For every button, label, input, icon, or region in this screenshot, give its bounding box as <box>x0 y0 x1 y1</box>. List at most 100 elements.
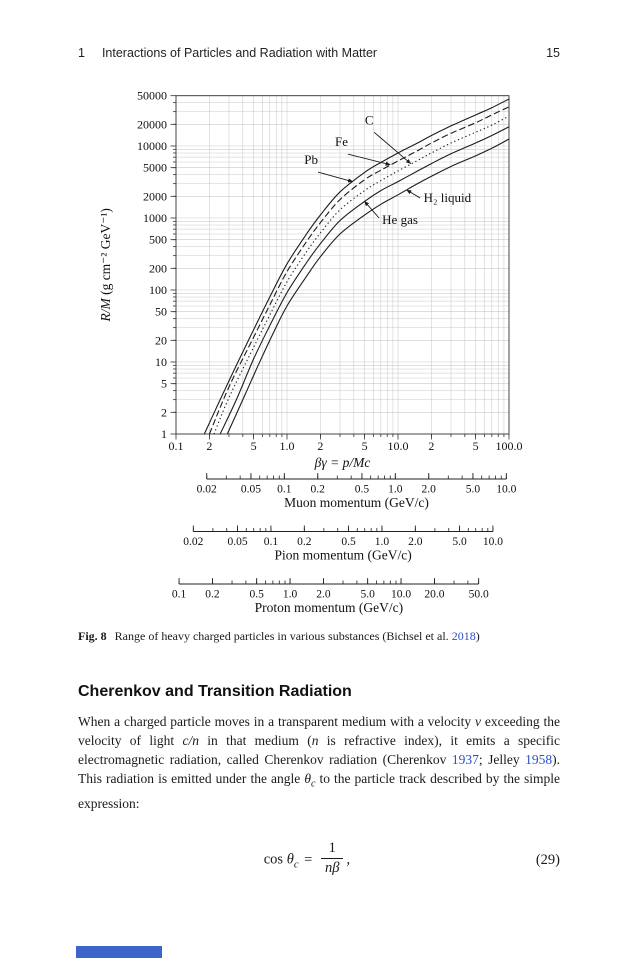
y-tick-label: 50000 <box>137 89 167 103</box>
svg-text:0.2: 0.2 <box>311 484 326 496</box>
y-tick-label: 100 <box>149 283 167 297</box>
svg-text:0.05: 0.05 <box>241 484 261 496</box>
par-text: to the particle track described by the s… <box>78 771 560 811</box>
svg-text:5.0: 5.0 <box>466 484 481 496</box>
y-tick-label: 500 <box>149 233 167 247</box>
var-c-over-n: c/n <box>182 733 199 748</box>
curve-arrow <box>373 131 412 164</box>
curve-label-H₂ liquid: H₂ liquid <box>424 190 472 205</box>
curve-H₂ liquid <box>226 138 510 435</box>
chapter-number: 1 <box>78 46 85 60</box>
body-paragraph: When a charged particle moves in a trans… <box>78 712 560 813</box>
x-tick-label: 5 <box>251 439 257 453</box>
figure-caption: Fig. 8 Range of heavy charged particles i… <box>78 628 560 644</box>
var-theta-sub: c <box>310 778 316 790</box>
eq-numerator: 1 <box>320 840 344 859</box>
momentum-scale-2: 0.02 0.05 0.1 0.2 0.5 1.0 2.0 5.0 10.0 Pion momen… <box>183 525 503 563</box>
curve-C <box>213 115 510 435</box>
svg-text:1.0: 1.0 <box>375 536 390 548</box>
y-tick-label: 2 <box>161 405 167 419</box>
par-text: ). This radiation is emitted under the a… <box>78 752 560 786</box>
momentum-scale-title: Proton momentum (GeV/c) <box>255 600 403 615</box>
svg-text:2.0: 2.0 <box>422 484 437 496</box>
y-axis-label: R/M (g cm⁻² GeV⁻¹) <box>98 208 113 322</box>
citation-link-2018[interactable]: 2018 <box>451 629 476 643</box>
svg-text:10.0: 10.0 <box>391 589 411 601</box>
par-text: ; Jelley <box>478 752 526 767</box>
svg-text:0.1: 0.1 <box>264 536 279 548</box>
y-tick-label: 10 <box>155 355 167 369</box>
svg-text:50.0: 50.0 <box>469 589 489 601</box>
curve-arrow <box>406 189 421 199</box>
svg-text:2.0: 2.0 <box>316 589 331 601</box>
curve-arrow <box>364 201 380 219</box>
y-tick-label: 5 <box>161 377 167 391</box>
citation-link-1958[interactable]: 1958 <box>525 752 553 767</box>
var-theta: θ <box>304 771 311 786</box>
caption-label: Fig. 8 <box>78 629 107 643</box>
svg-text:10.0: 10.0 <box>496 484 516 496</box>
x-tick-label: 1.0 <box>280 439 295 453</box>
svg-text:1.0: 1.0 <box>283 589 298 601</box>
svg-text:0.05: 0.05 <box>227 536 247 548</box>
equation-number: (29) <box>535 851 560 868</box>
par-text: in that medium ( <box>198 733 312 748</box>
caption-close: ) <box>475 629 480 643</box>
caption-text: Range of heavy charged particles in vari… <box>114 629 452 643</box>
curve-label-C: C <box>365 112 374 127</box>
eq-denominator: nβ <box>324 859 340 876</box>
eq-cos: cos <box>263 851 287 868</box>
var-v: v <box>475 714 482 729</box>
curve-arrow <box>347 153 391 166</box>
y-tick-label: 10000 <box>137 139 167 153</box>
curve-Fe <box>208 106 510 435</box>
page-number: 15 <box>546 46 560 60</box>
svg-text:0.02: 0.02 <box>197 484 217 496</box>
x-tick-label: 2 <box>206 439 212 453</box>
equation-body: cos θc = 1 nβ, <box>78 840 536 880</box>
curve-label-Fe: Fe <box>335 134 348 149</box>
y-tick-label: 50 <box>155 305 167 319</box>
par-text: is refractive index), it emits a specifi… <box>78 733 561 767</box>
momentum-scale-1: 0.02 0.05 0.1 0.2 0.5 1.0 2.0 5.0 10.0 Muon momen… <box>197 473 517 510</box>
x-tick-label: 2 <box>428 439 434 453</box>
figure-8: 0.1 2 5 1.0 2 5 10.0 2 5 100.0 1 2 5 10 20 50 100 200 500 1… <box>86 84 566 629</box>
momentum-scale-title: Pion momentum (GeV/c) <box>275 548 412 563</box>
curve-arrow <box>317 171 354 183</box>
y-tick-label: 5000 <box>143 161 167 175</box>
x-tick-label: 2 <box>317 439 323 453</box>
var-n: n <box>311 733 319 748</box>
axis-ticks <box>170 95 510 440</box>
par-text: exceeding the velocity of light <box>78 714 560 748</box>
svg-text:20.0: 20.0 <box>424 589 444 601</box>
svg-text:0.1: 0.1 <box>277 484 292 496</box>
y-tick-label: 20000 <box>137 117 167 131</box>
svg-text:0.02: 0.02 <box>183 536 203 548</box>
citation-link-1937[interactable]: 1937 <box>451 752 479 767</box>
y-tick-label: 1000 <box>143 211 167 225</box>
eq-fraction: 1 nβ <box>320 840 344 876</box>
eq-comma: , <box>346 851 351 868</box>
x-axis-label: βγ = p/Mc <box>314 455 371 470</box>
svg-text:5.0: 5.0 <box>360 589 375 601</box>
range-chart: 0.1 2 5 1.0 2 5 10.0 2 5 100.0 1 2 5 10 20 50 100 200 500 1… <box>98 89 523 615</box>
par-text: When a charged particle moves in a trans… <box>78 714 476 729</box>
svg-text:0.5: 0.5 <box>249 589 264 601</box>
svg-text:5.0: 5.0 <box>452 536 467 548</box>
eq-equals: = <box>300 851 316 868</box>
page-header: 1 Interactions of Particles and Radiatio… <box>78 46 560 60</box>
footer-link-artifact <box>76 946 162 958</box>
section-heading: Cherenkov and Transition Radiation <box>78 683 352 700</box>
running-title: Interactions of Particles and Radiation … <box>101 46 378 60</box>
svg-text:0.2: 0.2 <box>205 589 220 601</box>
svg-text:0.5: 0.5 <box>355 484 370 496</box>
curve-label-He gas: He gas <box>382 212 418 227</box>
svg-text:10.0: 10.0 <box>483 536 503 548</box>
equation-29: cos θc = 1 nβ, (29) <box>78 840 560 880</box>
curve-label-Pb: Pb <box>304 152 318 167</box>
svg-text:2.0: 2.0 <box>408 536 423 548</box>
y-tick-label: 200 <box>149 261 167 275</box>
x-tick-label: 5 <box>473 439 479 453</box>
svg-text:0.2: 0.2 <box>297 536 312 548</box>
y-tick-label: 20 <box>155 333 167 347</box>
